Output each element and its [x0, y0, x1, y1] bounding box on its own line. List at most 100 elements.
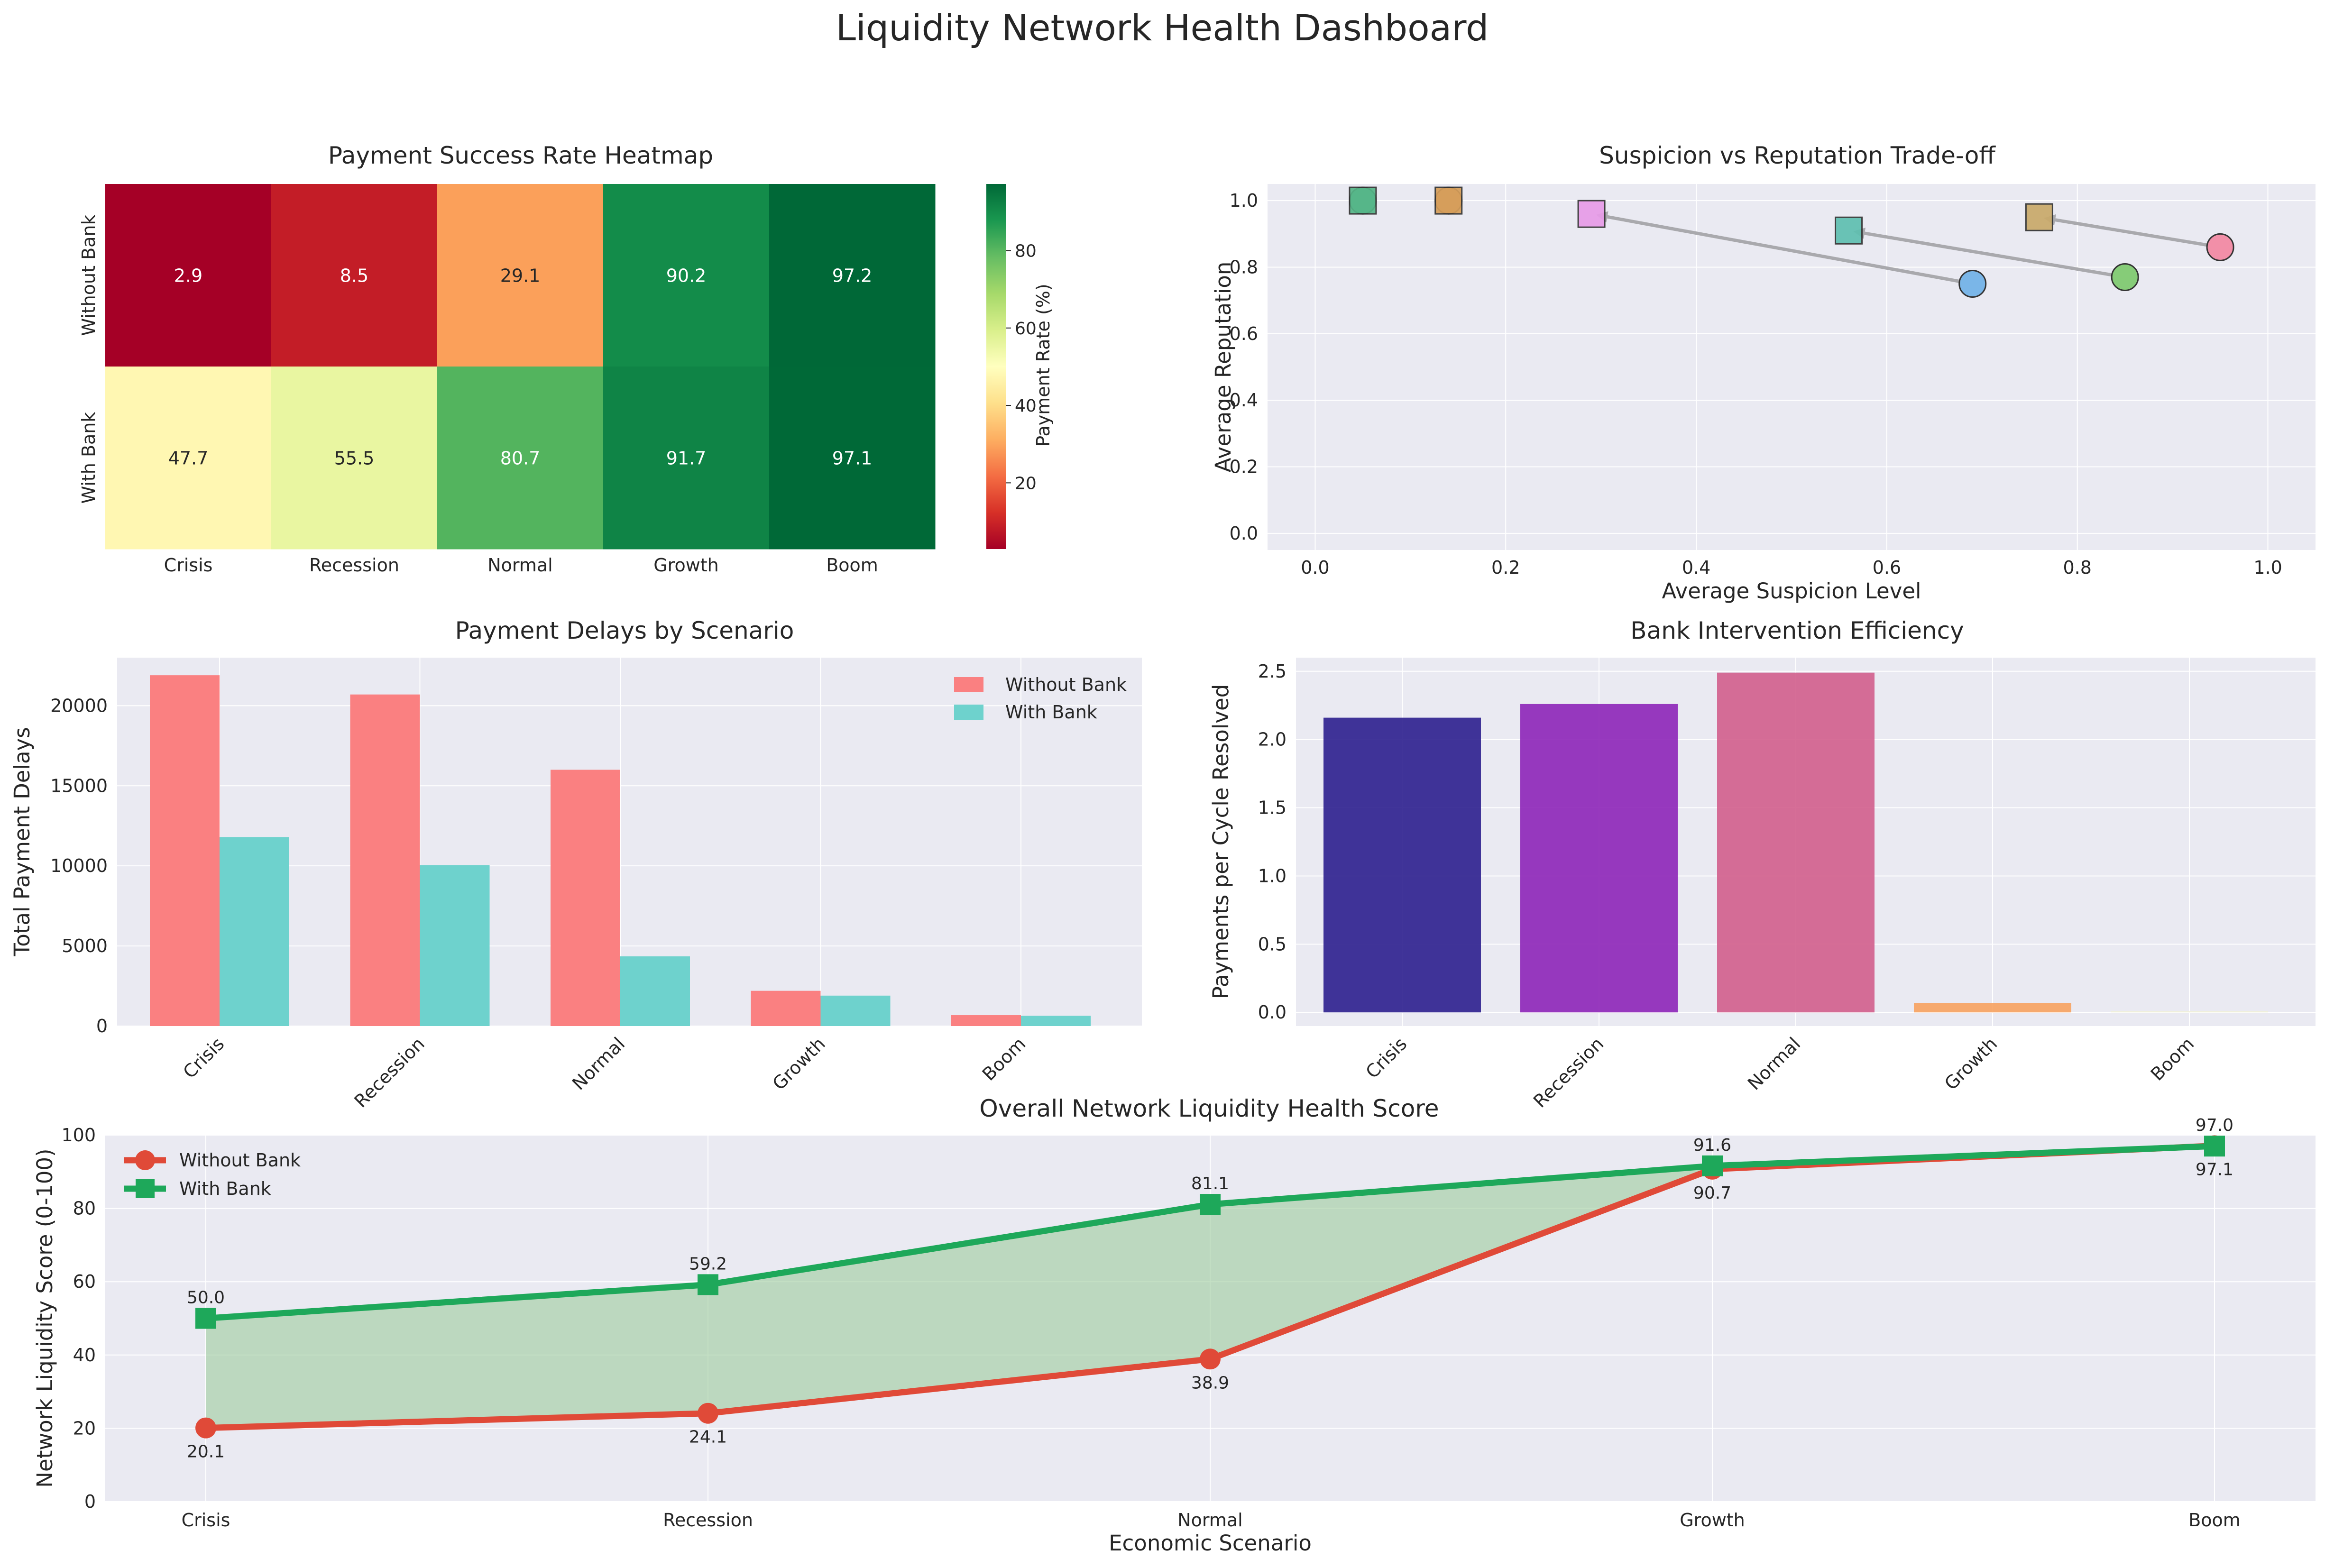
delays-xtick-label: Boom — [978, 1033, 1030, 1085]
efficiency-ytick-label: 1.5 — [1258, 798, 1287, 818]
scatter-plot-area — [1268, 184, 2316, 550]
heatmap-row-label-with-bank: With Bank — [78, 412, 99, 504]
scatter-ytick-label: 1.0 — [1230, 190, 1258, 211]
health-data-label: 38.9 — [1191, 1373, 1229, 1393]
scatter-xtick-label: 0.0 — [1301, 557, 1329, 578]
scatter-point-square — [1434, 186, 1463, 215]
delays-ytick-label: 20000 — [50, 695, 108, 716]
scatter-ytick-label: 0.4 — [1230, 390, 1258, 411]
heatmap-cell-with-bank-boom — [769, 367, 936, 550]
heatmap-col-label-crisis: Crisis — [164, 555, 213, 576]
heatmap-cell-with-bank-crisis — [105, 367, 272, 550]
heatmap-value-label: 90.2 — [666, 266, 707, 286]
heatmap-value-label: 47.7 — [168, 448, 209, 469]
scatter-point-circle — [2206, 233, 2234, 261]
legend-swatch-with-bank — [954, 705, 983, 720]
efficiency-xtick-label: Boom — [2147, 1033, 2198, 1085]
health-data-label: 50.0 — [187, 1288, 225, 1308]
heatmap-cell-without-bank-boom — [769, 184, 936, 367]
efficiency-bar-normal — [1717, 672, 1875, 1013]
scatter-ytick-label: 0.0 — [1230, 523, 1258, 544]
delays-xtick-label: Crisis — [179, 1033, 229, 1082]
heatmap-cell-with-bank-recession — [271, 367, 438, 550]
health-marker-without-bank — [195, 1417, 216, 1439]
colorbar-label: Payment Rate (%) — [1033, 284, 1054, 446]
heatmap-col-label-recession: Recession — [309, 555, 399, 576]
health-ytick-label: 40 — [73, 1345, 96, 1366]
scatter-xlabel: Average Suspicion Level — [1662, 578, 1921, 604]
health-data-label: 20.1 — [187, 1442, 225, 1462]
delays-bar-with-bank-normal — [620, 956, 690, 1026]
heatmap-cell-with-bank-growth — [603, 367, 770, 550]
delays-bar-without-bank-boom — [951, 1015, 1021, 1026]
health-title: Overall Network Liquidity Health Score — [979, 1095, 1439, 1122]
legend-label-with-bank: With Bank — [1005, 702, 1097, 723]
efficiency-title: Bank Intervention Efficiency — [1630, 617, 1964, 644]
health-ytick-label: 60 — [73, 1271, 96, 1292]
scatter-point-square — [1835, 216, 1863, 245]
health-xtick-label: Crisis — [182, 1510, 230, 1531]
delays-bar-with-bank-growth — [820, 995, 891, 1026]
health-data-label: 97.1 — [2196, 1160, 2233, 1179]
scatter-ytick-label: 0.6 — [1230, 323, 1258, 344]
efficiency-ytick-label: 2.0 — [1258, 729, 1287, 750]
delays-bar-with-bank-boom — [1021, 1016, 1091, 1026]
efficiency-ytick-label: 2.5 — [1258, 661, 1287, 682]
scatter-ytick-label: 0.8 — [1230, 257, 1258, 277]
health-marker-with-bank — [1200, 1194, 1221, 1215]
legend-marker-without-bank — [135, 1150, 155, 1170]
efficiency-ytick-label: 0.0 — [1258, 1002, 1287, 1023]
colorbar-tick-label: 40 — [1015, 396, 1037, 416]
heatmap-value-label: 8.5 — [340, 266, 368, 286]
scatter-point-circle — [1958, 270, 1987, 298]
efficiency-ytick-label: 1.0 — [1258, 865, 1287, 886]
health-xtick-label: Normal — [1177, 1510, 1243, 1531]
health-ytick-label: 0 — [84, 1491, 96, 1512]
delays-bar-without-bank-crisis — [150, 675, 220, 1026]
trajectory-arrow — [2055, 218, 2224, 250]
legend-swatch-without-bank — [954, 677, 983, 692]
health-marker-without-bank — [1200, 1348, 1221, 1370]
health-ytick-label: 100 — [61, 1125, 96, 1146]
delays-bar-with-bank-recession — [420, 865, 490, 1026]
scatter-ytick-label: 0.2 — [1230, 457, 1258, 477]
efficiency-ylabel: Payments per Cycle Resolved — [1208, 684, 1233, 999]
delays-ytick-label: 10000 — [50, 855, 108, 876]
efficiency-xtick-label: Growth — [1940, 1033, 2001, 1094]
heatmap-value-label: 29.1 — [500, 266, 541, 286]
legend-label-with-bank-line: With Bank — [179, 1178, 271, 1199]
efficiency-xtick-label: Normal — [1744, 1033, 1804, 1094]
legend-marker-with-bank — [136, 1179, 155, 1198]
efficiency-bar-boom — [2111, 1011, 2268, 1013]
scatter-point-square — [1577, 200, 1606, 228]
heatmap-value-label: 80.7 — [500, 448, 541, 469]
delays-xtick-label: Normal — [568, 1033, 629, 1094]
dashboard-title: Liquidity Network Health Dashboard — [836, 7, 1489, 49]
scatter-xtick-label: 0.8 — [2063, 557, 2092, 578]
efficiency-bar-recession — [1520, 704, 1678, 1013]
health-ytick-label: 80 — [73, 1198, 96, 1219]
scatter-xtick-label: 0.2 — [1491, 557, 1520, 578]
delays-bar-without-bank-recession — [350, 694, 420, 1026]
delays-bar-panel: Payment Delays by Scenario 0 5000 10000 150… — [9, 617, 1142, 1112]
delays-title: Payment Delays by Scenario — [455, 617, 794, 644]
scatter-xtick-label: 1.0 — [2253, 557, 2282, 578]
scatter-panel: Suspicion vs Reputation Trade-off 0.0 0.2… — [1211, 142, 2316, 604]
delays-xtick-label: Recession — [350, 1033, 429, 1111]
heatmap-value-label: 2.9 — [174, 266, 202, 286]
health-data-label: 59.2 — [689, 1254, 727, 1274]
health-xtick-label: Boom — [2188, 1510, 2241, 1531]
health-ytick-label: 20 — [73, 1418, 96, 1439]
trajectory-arrow — [1864, 231, 2129, 280]
health-data-label: 81.1 — [1191, 1174, 1229, 1193]
delays-ylabel: Total Payment Delays — [9, 727, 35, 956]
delays-xtick-label: Growth — [768, 1033, 829, 1094]
health-marker-with-bank — [2204, 1136, 2225, 1157]
colorbar-tick-label: 20 — [1015, 474, 1037, 493]
colorbar-tick-label: 60 — [1015, 319, 1037, 339]
health-marker-without-bank — [698, 1403, 718, 1424]
heatmap-cell-without-bank-normal — [437, 184, 604, 367]
delays-ytick-label: 0 — [96, 1016, 108, 1036]
colorbar-tick-label: 80 — [1015, 241, 1037, 261]
